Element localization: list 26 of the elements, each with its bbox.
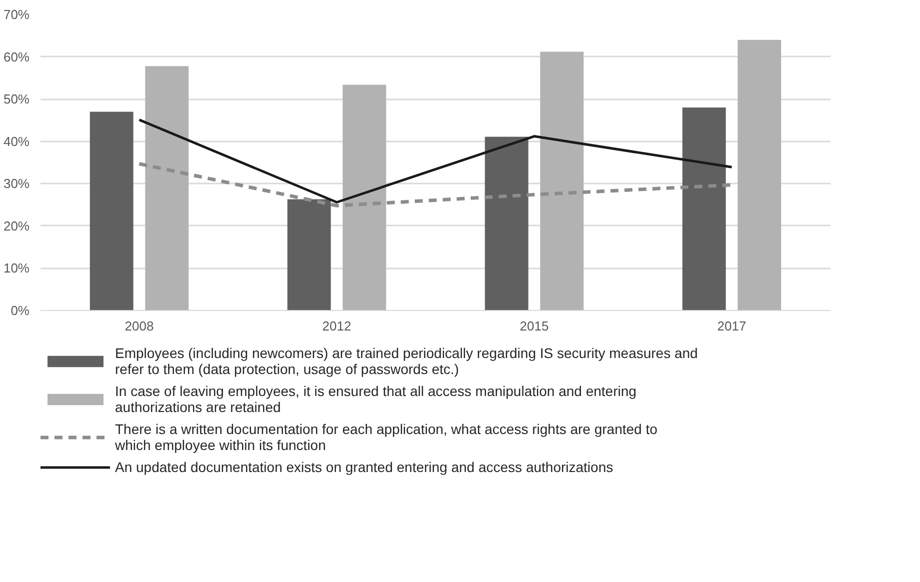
bar	[682, 108, 726, 310]
bar	[484, 136, 528, 310]
y-tick-label: 50%	[3, 92, 30, 107]
y-tick-label: 30%	[3, 176, 30, 192]
y-tick-label: 40%	[3, 134, 30, 149]
y-tick-label: 10%	[3, 260, 30, 276]
y-tick-label: 0%	[10, 303, 30, 318]
bar	[287, 199, 331, 310]
line-series	[138, 162, 734, 208]
y-tick-label: 70%	[3, 7, 30, 22]
x-tick-label: 2012	[322, 318, 352, 334]
y-tick-label: 60%	[3, 49, 30, 64]
bar	[738, 40, 782, 310]
x-tick-label: 2015	[520, 318, 549, 334]
bar	[145, 66, 189, 310]
legend-label: There is a written documentation for each application, what access rights are granted to which employee within its function	[115, 421, 658, 453]
x-tick-label: 2008	[124, 318, 154, 334]
legend-label: An updated documentation exists on granted entering and access authorizations	[115, 459, 614, 475]
bar	[90, 112, 134, 310]
legend-label: Employees (including newcomers) are trained periodically regarding IS security measures and refer to them (data protection, usage of passwords etc.)	[115, 345, 698, 377]
bar	[342, 84, 386, 310]
line-series	[138, 118, 733, 204]
x-tick-label: 2017	[717, 318, 746, 334]
y-tick-label: 20%	[3, 218, 30, 234]
bar	[540, 52, 584, 310]
legend-label: In case of leaving employees, it is ensured that all access manipulation and entering authorizations are retained	[115, 383, 636, 415]
